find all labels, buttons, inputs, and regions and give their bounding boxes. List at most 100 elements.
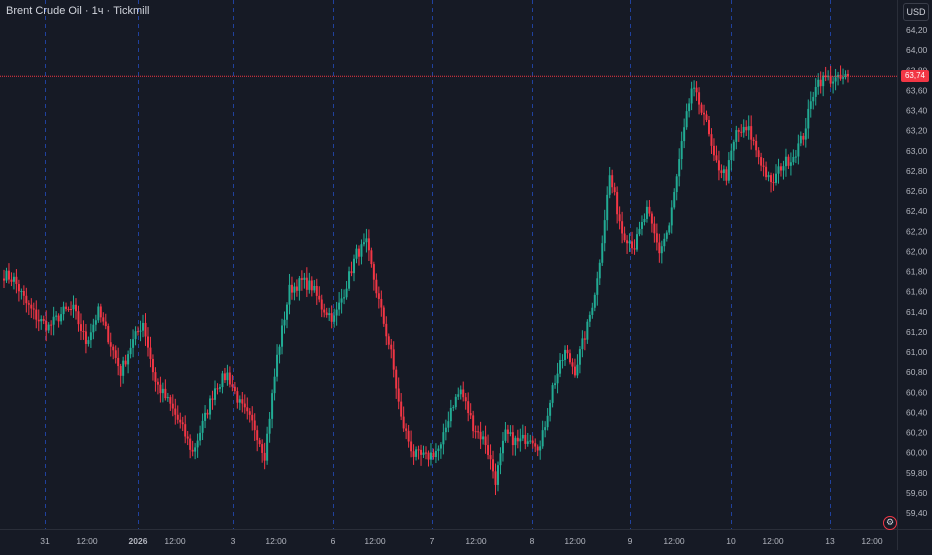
candle-body (194, 447, 197, 452)
x-tick-label: 12:00 (762, 536, 784, 546)
candle-body (375, 279, 378, 294)
candle-body (834, 77, 837, 82)
candle-body (360, 244, 363, 257)
x-tick-label: 12:00 (663, 536, 685, 546)
candle-body (380, 298, 383, 308)
candle-body (444, 427, 447, 433)
candle-body (74, 304, 77, 312)
candle-body (10, 279, 13, 282)
candle-body (179, 419, 182, 423)
currency-button[interactable]: USD (903, 3, 929, 21)
candle-body (621, 221, 624, 234)
candle-body (315, 285, 318, 296)
candle-body (469, 413, 472, 416)
candle-body (156, 381, 159, 385)
candle-body (300, 278, 303, 280)
candle-body (94, 320, 97, 325)
candle-body (169, 397, 172, 404)
candle-body (223, 373, 226, 381)
candle-body (55, 315, 58, 317)
candle-body (248, 411, 251, 415)
candle-body (137, 331, 140, 333)
candle-body (12, 276, 15, 282)
candle-body (243, 403, 246, 408)
candle-body (382, 307, 385, 324)
candle-body (87, 340, 90, 344)
candle-body (357, 248, 360, 257)
candle-body (804, 128, 807, 140)
candle-body (832, 81, 835, 84)
y-tick-label: 62,60 (906, 186, 928, 196)
candle-body (343, 297, 346, 299)
candle-body (390, 344, 393, 350)
candle-body (146, 336, 149, 348)
candle-body (437, 448, 440, 451)
candle-body (799, 135, 802, 144)
candle-body (844, 73, 847, 78)
candle-body (807, 108, 810, 129)
candle-body (573, 366, 576, 376)
candle-body (89, 332, 92, 341)
candle-body (112, 346, 115, 351)
candle-body (767, 175, 770, 178)
y-tick-label: 63,40 (906, 106, 928, 116)
candle-body (549, 402, 552, 416)
candle-body (720, 170, 723, 174)
candle-body (740, 131, 743, 133)
candle-body (5, 270, 8, 281)
candle-body (742, 126, 745, 133)
candle-body (189, 438, 192, 450)
gear-icon[interactable]: ⚙ (883, 516, 897, 530)
candle-body (762, 165, 765, 167)
y-tick-label: 59,80 (906, 468, 928, 478)
candle-body (447, 421, 450, 428)
candle-body (626, 240, 629, 244)
candle-body (516, 437, 519, 442)
candle-body (482, 436, 485, 440)
candle-body (492, 459, 495, 472)
candle-body (487, 445, 490, 456)
candle-body (318, 295, 321, 300)
candle-body (643, 218, 646, 223)
candle-body (578, 349, 581, 365)
candle-body (97, 306, 100, 321)
candle-body (410, 441, 413, 452)
candle-body (847, 73, 849, 77)
x-tick-label: 9 (628, 536, 633, 546)
x-tick-label: 12:00 (164, 536, 186, 546)
x-tick-label: 12:00 (364, 536, 386, 546)
candle-body (628, 241, 631, 244)
candle-body (571, 362, 574, 367)
candle-body (186, 436, 189, 439)
candle-body (561, 359, 564, 361)
candle-body (819, 79, 822, 87)
candle-body (149, 347, 152, 359)
y-tick-label: 59,60 (906, 488, 928, 498)
x-tick-label: 8 (530, 536, 535, 546)
candle-body (645, 206, 648, 219)
candle-body (802, 135, 805, 140)
candle-body (310, 280, 313, 291)
candle-body (348, 271, 351, 289)
candle-body (281, 325, 284, 347)
candle-body (117, 357, 120, 367)
candle-body (204, 412, 207, 421)
candle-body (392, 349, 395, 370)
y-tick-label: 62,00 (906, 246, 928, 256)
candle-body (129, 347, 132, 355)
candle-body (251, 414, 254, 421)
candle-body (221, 373, 224, 388)
candle-body (593, 294, 596, 308)
x-tick-label: 12:00 (564, 536, 586, 546)
candle-body (308, 280, 311, 290)
candle-body (576, 364, 579, 376)
x-tick-label: 31 (40, 536, 50, 546)
candle-body (670, 207, 673, 226)
candle-body (598, 262, 601, 279)
x-tick-label: 12:00 (76, 536, 98, 546)
candle-body (794, 156, 797, 158)
candle-body (238, 399, 241, 403)
candle-body (395, 369, 398, 389)
